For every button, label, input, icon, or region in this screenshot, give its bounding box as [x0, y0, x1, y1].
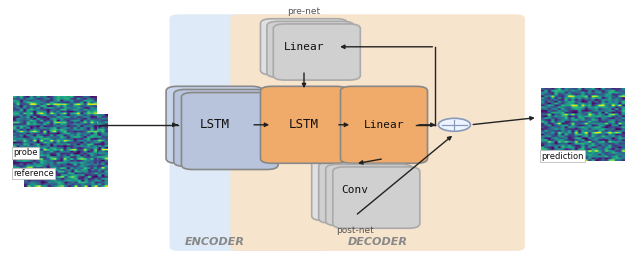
Text: pre-net: pre-net — [287, 7, 321, 16]
Text: ENCODER: ENCODER — [184, 237, 244, 247]
Text: reference: reference — [13, 169, 54, 178]
FancyBboxPatch shape — [326, 164, 413, 226]
FancyBboxPatch shape — [312, 159, 399, 220]
Text: probe: probe — [13, 148, 37, 157]
Text: Linear: Linear — [364, 120, 404, 130]
FancyBboxPatch shape — [333, 167, 420, 228]
FancyBboxPatch shape — [260, 19, 348, 75]
Text: DECODER: DECODER — [348, 237, 408, 247]
Text: post-net: post-net — [337, 226, 374, 235]
FancyBboxPatch shape — [230, 14, 525, 251]
Circle shape — [438, 118, 470, 131]
Text: prediction: prediction — [541, 152, 583, 161]
Text: Linear: Linear — [284, 42, 324, 52]
FancyBboxPatch shape — [182, 93, 278, 170]
FancyBboxPatch shape — [273, 24, 360, 80]
Text: LSTM: LSTM — [200, 118, 229, 131]
FancyBboxPatch shape — [319, 162, 406, 223]
FancyBboxPatch shape — [340, 86, 428, 163]
Text: Conv: Conv — [342, 185, 369, 195]
FancyBboxPatch shape — [267, 21, 354, 77]
FancyBboxPatch shape — [170, 14, 330, 251]
FancyBboxPatch shape — [166, 86, 262, 163]
FancyBboxPatch shape — [174, 89, 270, 166]
FancyBboxPatch shape — [260, 86, 348, 163]
Text: LSTM: LSTM — [289, 118, 319, 131]
